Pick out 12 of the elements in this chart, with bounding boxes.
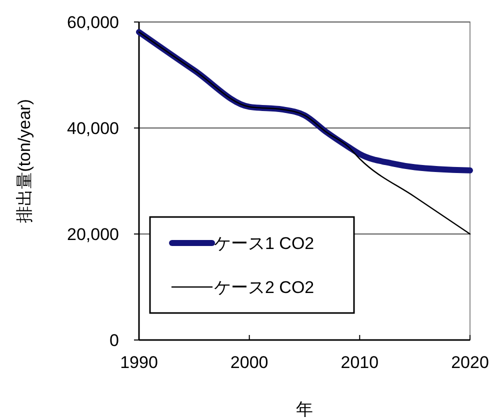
x-tick-label: 2010 — [340, 353, 379, 372]
legend-label: ケース2 CO2 — [214, 278, 314, 297]
legend-label: ケース1 CO2 — [214, 234, 314, 253]
y-tick-label: 40,000 — [67, 118, 119, 138]
y-tick-label: 60,000 — [67, 12, 119, 32]
x-tick-label: 2000 — [230, 353, 268, 372]
x-tick-label: 2020 — [451, 353, 489, 372]
y-tick-label: 20,000 — [67, 224, 119, 244]
x-axis-title: 年 — [296, 400, 313, 419]
y-axis-title: 排出量(ton/year) — [15, 99, 34, 223]
y-tick-label: 0 — [110, 330, 119, 350]
x-tick-label: 1990 — [120, 353, 158, 372]
